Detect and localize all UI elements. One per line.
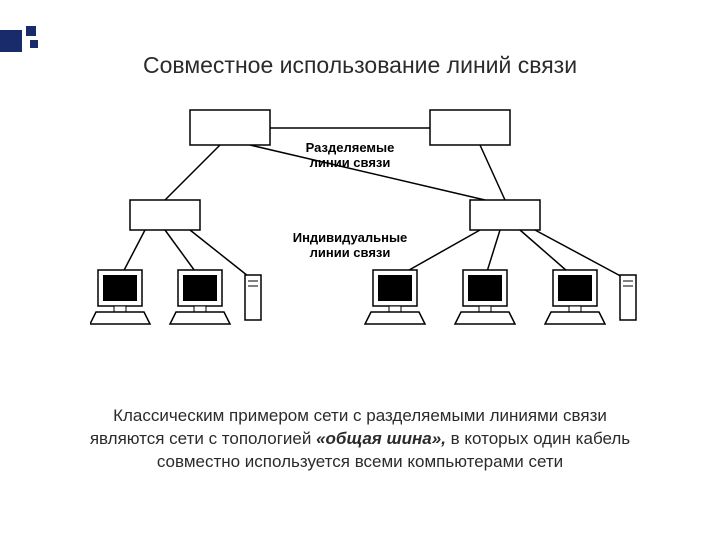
svg-text:линии связи: линии связи (310, 155, 391, 170)
svg-text:Разделяемые: Разделяемые (306, 140, 395, 155)
caption-text: Классическим примером сети с разделяемым… (80, 405, 640, 474)
page-title: Совместное использование линий связи (143, 52, 577, 79)
svg-text:линии связи: линии связи (310, 245, 391, 260)
caption-bold: «общая шина», (316, 429, 446, 448)
network-diagram: Разделяемыелинии связиИндивидуальныелини… (90, 100, 645, 360)
svg-text:Индивидуальные: Индивидуальные (293, 230, 408, 245)
